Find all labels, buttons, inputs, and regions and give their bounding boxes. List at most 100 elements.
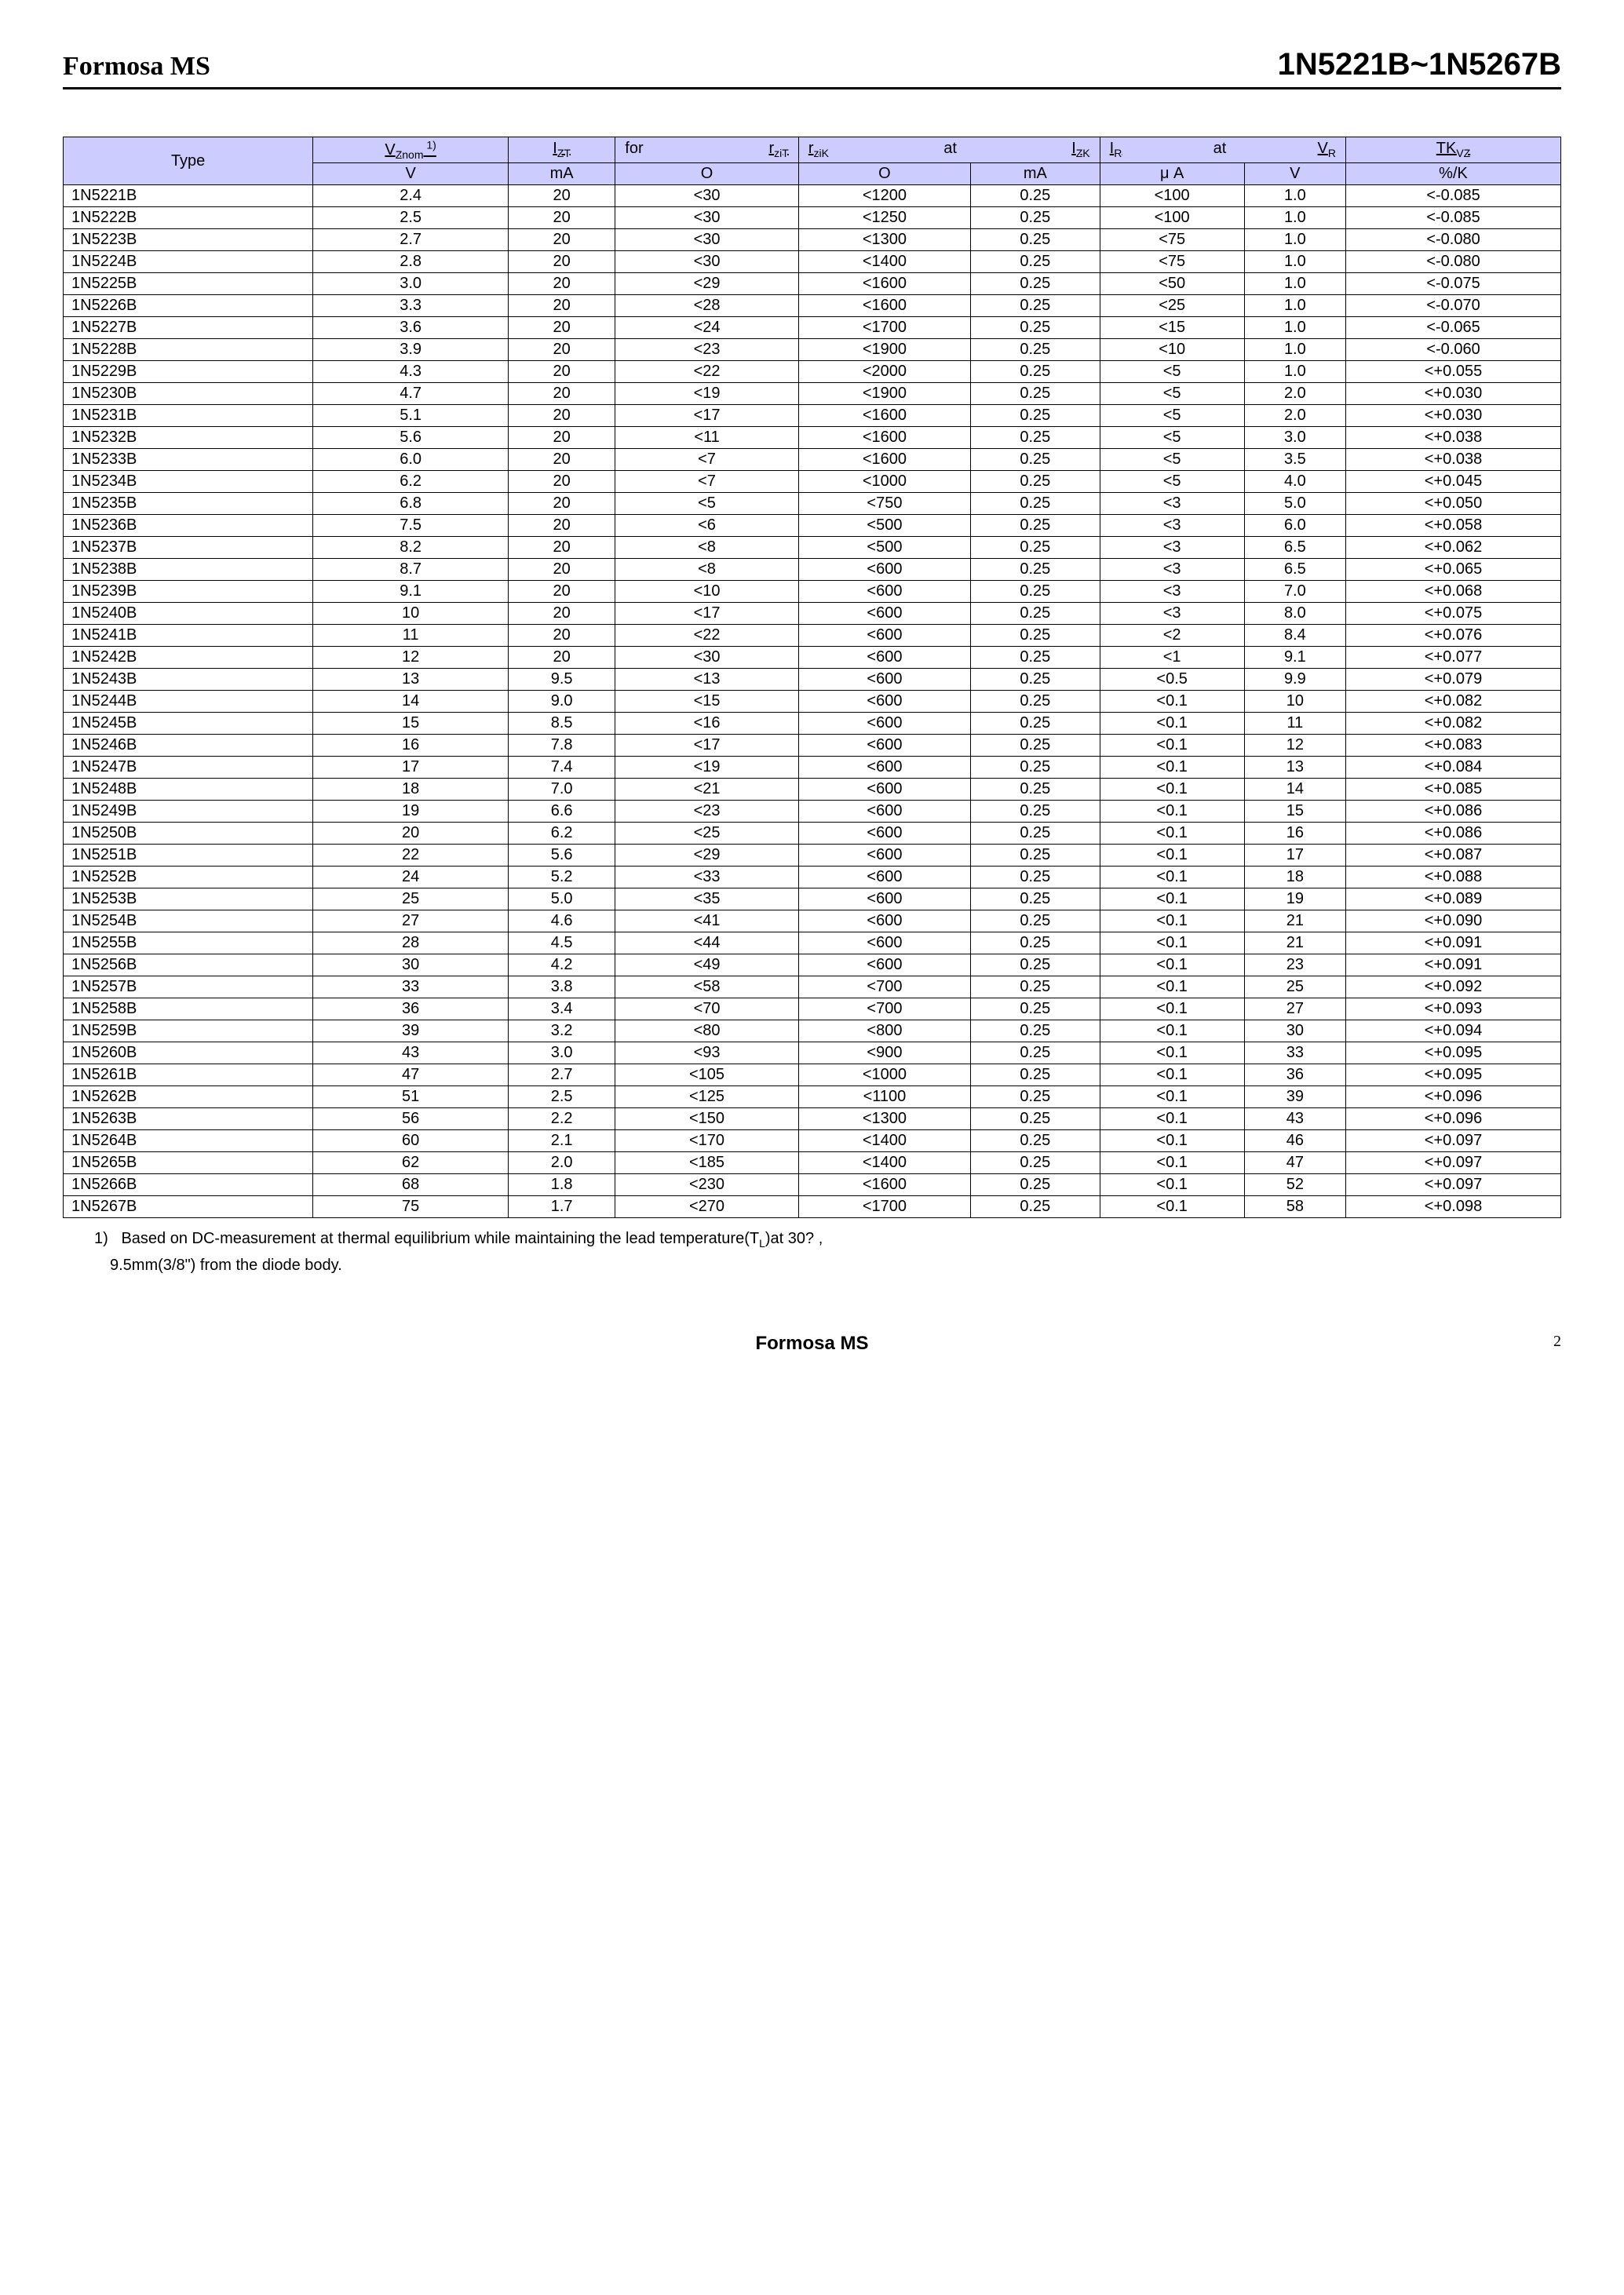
table-row: 1N5249B196.6<23<6000.25<0.115<+0.086: [64, 801, 1561, 823]
table-cell: 10: [1244, 691, 1345, 713]
table-cell: <1600: [798, 1174, 970, 1196]
table-cell: 0.25: [971, 493, 1100, 515]
table-cell: 12: [313, 647, 509, 669]
table-cell: 0.25: [971, 229, 1100, 251]
table-cell: 0.25: [971, 647, 1100, 669]
table-cell: <30: [615, 647, 799, 669]
table-cell: <170: [615, 1130, 799, 1152]
table-cell: <0.1: [1100, 976, 1244, 998]
table-cell: <+0.093: [1346, 998, 1561, 1020]
table-cell: 1.0: [1244, 251, 1345, 273]
table-cell: 46: [1244, 1130, 1345, 1152]
table-cell: 1N5250B: [64, 823, 313, 845]
table-row: 1N5261B472.7<105<10000.25<0.136<+0.095: [64, 1064, 1561, 1086]
table-cell: <33: [615, 867, 799, 888]
table-cell: <+0.079: [1346, 669, 1561, 691]
table-row: 1N5260B433.0<93<9000.25<0.133<+0.095: [64, 1042, 1561, 1064]
table-cell: 8.7: [313, 559, 509, 581]
table-cell: 1N5260B: [64, 1042, 313, 1064]
table-cell: <0.1: [1100, 888, 1244, 910]
table-cell: 0.25: [971, 515, 1100, 537]
table-cell: 1N5265B: [64, 1152, 313, 1174]
table-cell: 0.25: [971, 1174, 1100, 1196]
table-cell: <600: [798, 779, 970, 801]
table-cell: <28: [615, 295, 799, 317]
table-cell: <19: [615, 757, 799, 779]
table-cell: <0.1: [1100, 932, 1244, 954]
footnote-text3: 9.5mm(3/8") from the diode body.: [110, 1257, 342, 1274]
table-cell: <1300: [798, 229, 970, 251]
table-cell: 2.2: [508, 1108, 615, 1130]
table-cell: 20: [508, 251, 615, 273]
table-cell: 27: [313, 910, 509, 932]
table-cell: 15: [313, 713, 509, 735]
table-cell: 4.0: [1244, 471, 1345, 493]
table-cell: 9.9: [1244, 669, 1345, 691]
table-cell: 2.0: [1244, 405, 1345, 427]
table-cell: <0.1: [1100, 801, 1244, 823]
table-row: 1N5244B149.0<15<6000.25<0.110<+0.082: [64, 691, 1561, 713]
table-row: 1N5236B7.520<6<5000.25<36.0<+0.058: [64, 515, 1561, 537]
table-cell: 43: [1244, 1108, 1345, 1130]
table-cell: <2000: [798, 361, 970, 383]
table-cell: 1N5263B: [64, 1108, 313, 1130]
table-cell: 1N5242B: [64, 647, 313, 669]
table-cell: <30: [615, 207, 799, 229]
table-cell: <+0.096: [1346, 1108, 1561, 1130]
table-cell: <17: [615, 603, 799, 625]
table-cell: 43: [313, 1042, 509, 1064]
table-cell: 0.25: [971, 735, 1100, 757]
table-cell: <+0.075: [1346, 603, 1561, 625]
table-cell: <5: [1100, 449, 1244, 471]
table-cell: 24: [313, 867, 509, 888]
table-cell: 14: [313, 691, 509, 713]
table-cell: <+0.088: [1346, 867, 1561, 888]
table-cell: 5.0: [1244, 493, 1345, 515]
table-cell: 1.8: [508, 1174, 615, 1196]
table-cell: <10: [615, 581, 799, 603]
table-row: 1N5223B2.720<30<13000.25<751.0<-0.080: [64, 229, 1561, 251]
table-cell: <600: [798, 647, 970, 669]
table-cell: 0.25: [971, 339, 1100, 361]
table-cell: <5: [1100, 383, 1244, 405]
table-row: 1N5253B255.0<35<6000.25<0.119<+0.089: [64, 888, 1561, 910]
table-cell: 0.25: [971, 1020, 1100, 1042]
table-cell: <8: [615, 559, 799, 581]
table-cell: 2.7: [508, 1064, 615, 1086]
col-rzik: rziKatIZK: [798, 137, 1100, 163]
table-cell: 20: [508, 581, 615, 603]
table-cell: <+0.094: [1346, 1020, 1561, 1042]
table-cell: 0.25: [971, 713, 1100, 735]
table-cell: 15: [1244, 801, 1345, 823]
table-cell: 0.25: [971, 383, 1100, 405]
table-cell: 0.25: [971, 1108, 1100, 1130]
footnote-sub: L: [759, 1237, 765, 1250]
table-cell: <17: [615, 405, 799, 427]
unit-ohm: Ο: [615, 163, 799, 185]
table-cell: 4.7: [313, 383, 509, 405]
table-cell: 4.3: [313, 361, 509, 383]
table-row: 1N5262B512.5<125<11000.25<0.139<+0.096: [64, 1086, 1561, 1108]
table-cell: 1N5267B: [64, 1196, 313, 1218]
unit-ohm2: Ο: [798, 163, 970, 185]
table-cell: 1N5226B: [64, 295, 313, 317]
table-cell: <5: [615, 493, 799, 515]
table-cell: 1N5245B: [64, 713, 313, 735]
table-cell: <1600: [798, 449, 970, 471]
table-cell: 1N5227B: [64, 317, 313, 339]
table-cell: 6.2: [313, 471, 509, 493]
table-cell: <+0.082: [1346, 691, 1561, 713]
footnote-text1: Based on DC-measurement at thermal equil…: [121, 1230, 759, 1247]
table-cell: 7.5: [313, 515, 509, 537]
table-cell: 8.5: [508, 713, 615, 735]
table-cell: <15: [615, 691, 799, 713]
table-cell: <35: [615, 888, 799, 910]
table-cell: 0.25: [971, 537, 1100, 559]
table-cell: <+0.082: [1346, 713, 1561, 735]
table-cell: 0.25: [971, 954, 1100, 976]
table-cell: 20: [508, 405, 615, 427]
table-cell: 20: [508, 185, 615, 207]
table-cell: <0.1: [1100, 867, 1244, 888]
table-cell: <3: [1100, 515, 1244, 537]
table-row: 1N5243B139.5<13<6000.25<0.59.9<+0.079: [64, 669, 1561, 691]
